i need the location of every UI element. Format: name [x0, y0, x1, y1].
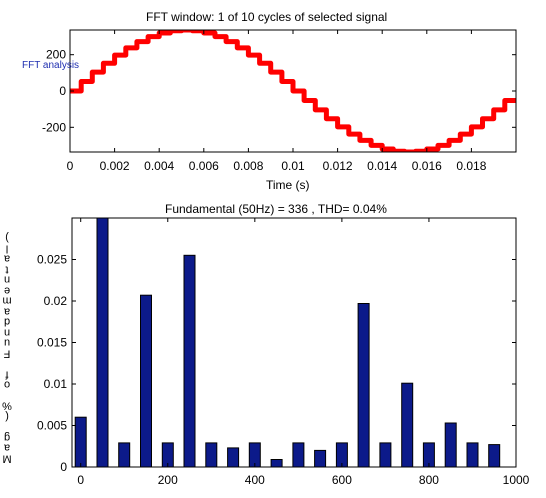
signal-x-tick-label: 0	[67, 159, 74, 173]
spectrum-bar	[292, 442, 305, 467]
signal-x-tick-label: 0.002	[100, 159, 130, 173]
signal-x-tick-label: 0.016	[412, 159, 442, 173]
spectrum-y-tick-label: 0.025	[37, 253, 67, 267]
signal-x-tick-label: 0.018	[456, 159, 486, 173]
signal-x-tick-label: 0.014	[367, 159, 397, 173]
signal-plot: 0 0.002 0.004 0.006 0.008 0.01 0.012 0.014 0.016…	[42, 29, 517, 173]
spectrum-bar	[488, 444, 501, 467]
spectrum-bar	[270, 459, 283, 467]
spectrum-bar	[205, 442, 218, 467]
signal-plot-title: FFT window: 1 of 10 cycles of selected s…	[146, 10, 388, 24]
signal-x-axis-label: Time (s)	[266, 178, 310, 192]
signal-x-tick-label: 0.012	[323, 159, 353, 173]
spectrum-x-tick-label: 600	[332, 473, 352, 487]
spectrum-bar	[183, 254, 196, 467]
signal-x-tick-label: 0.008	[233, 159, 263, 173]
spectrum-bar	[227, 447, 240, 467]
signal-x-tick-label: 0.01	[281, 159, 305, 173]
spectrum-y-tick-label: 0.01	[44, 377, 68, 391]
spectrum-bar	[379, 442, 392, 467]
spectrum-plot: 0 200 400 600 800 1000 0 0.005 0.01 0.015 0.02 0.02…	[37, 217, 530, 487]
spectrum-bar	[118, 442, 131, 467]
signal-y-tick-label: 0	[59, 84, 66, 98]
spectrum-bar	[74, 416, 87, 467]
spectrum-bar	[444, 422, 457, 467]
spectrum-y-tick-label: 0.02	[44, 294, 68, 308]
spectrum-x-tick-label: 1000	[503, 473, 530, 487]
spectrum-y-tick-label: 0.005	[37, 419, 67, 433]
spectrum-bar	[466, 442, 479, 467]
signal-x-tick-label: 0.004	[144, 159, 174, 173]
spectrum-y-tick-label: 0.015	[37, 336, 67, 350]
spectrum-bar	[140, 294, 152, 467]
spectrum-bar	[314, 449, 327, 467]
spectrum-bar	[401, 382, 414, 467]
spectrum-x-tick-label: 400	[245, 473, 265, 487]
spectrum-bar	[357, 303, 370, 467]
signal-y-tick-label: 200	[46, 48, 66, 62]
spectrum-x-tick-label: 0	[77, 473, 84, 487]
spectrum-bar	[96, 217, 109, 467]
signal-y-tick-label: -200	[42, 120, 66, 134]
fft-analysis-label[interactable]: FFT analysis	[22, 60, 80, 71]
spectrum-plot-title: Fundamental (50Hz) = 336 , THD= 0.04%	[165, 202, 387, 216]
spectrum-x-tick-label: 800	[419, 473, 439, 487]
spectrum-x-tick-label: 200	[158, 473, 178, 487]
signal-x-tick-label: 0.006	[189, 159, 219, 173]
spectrum-y-tick-label: 0	[60, 460, 67, 474]
signal-series-line	[70, 30, 516, 152]
